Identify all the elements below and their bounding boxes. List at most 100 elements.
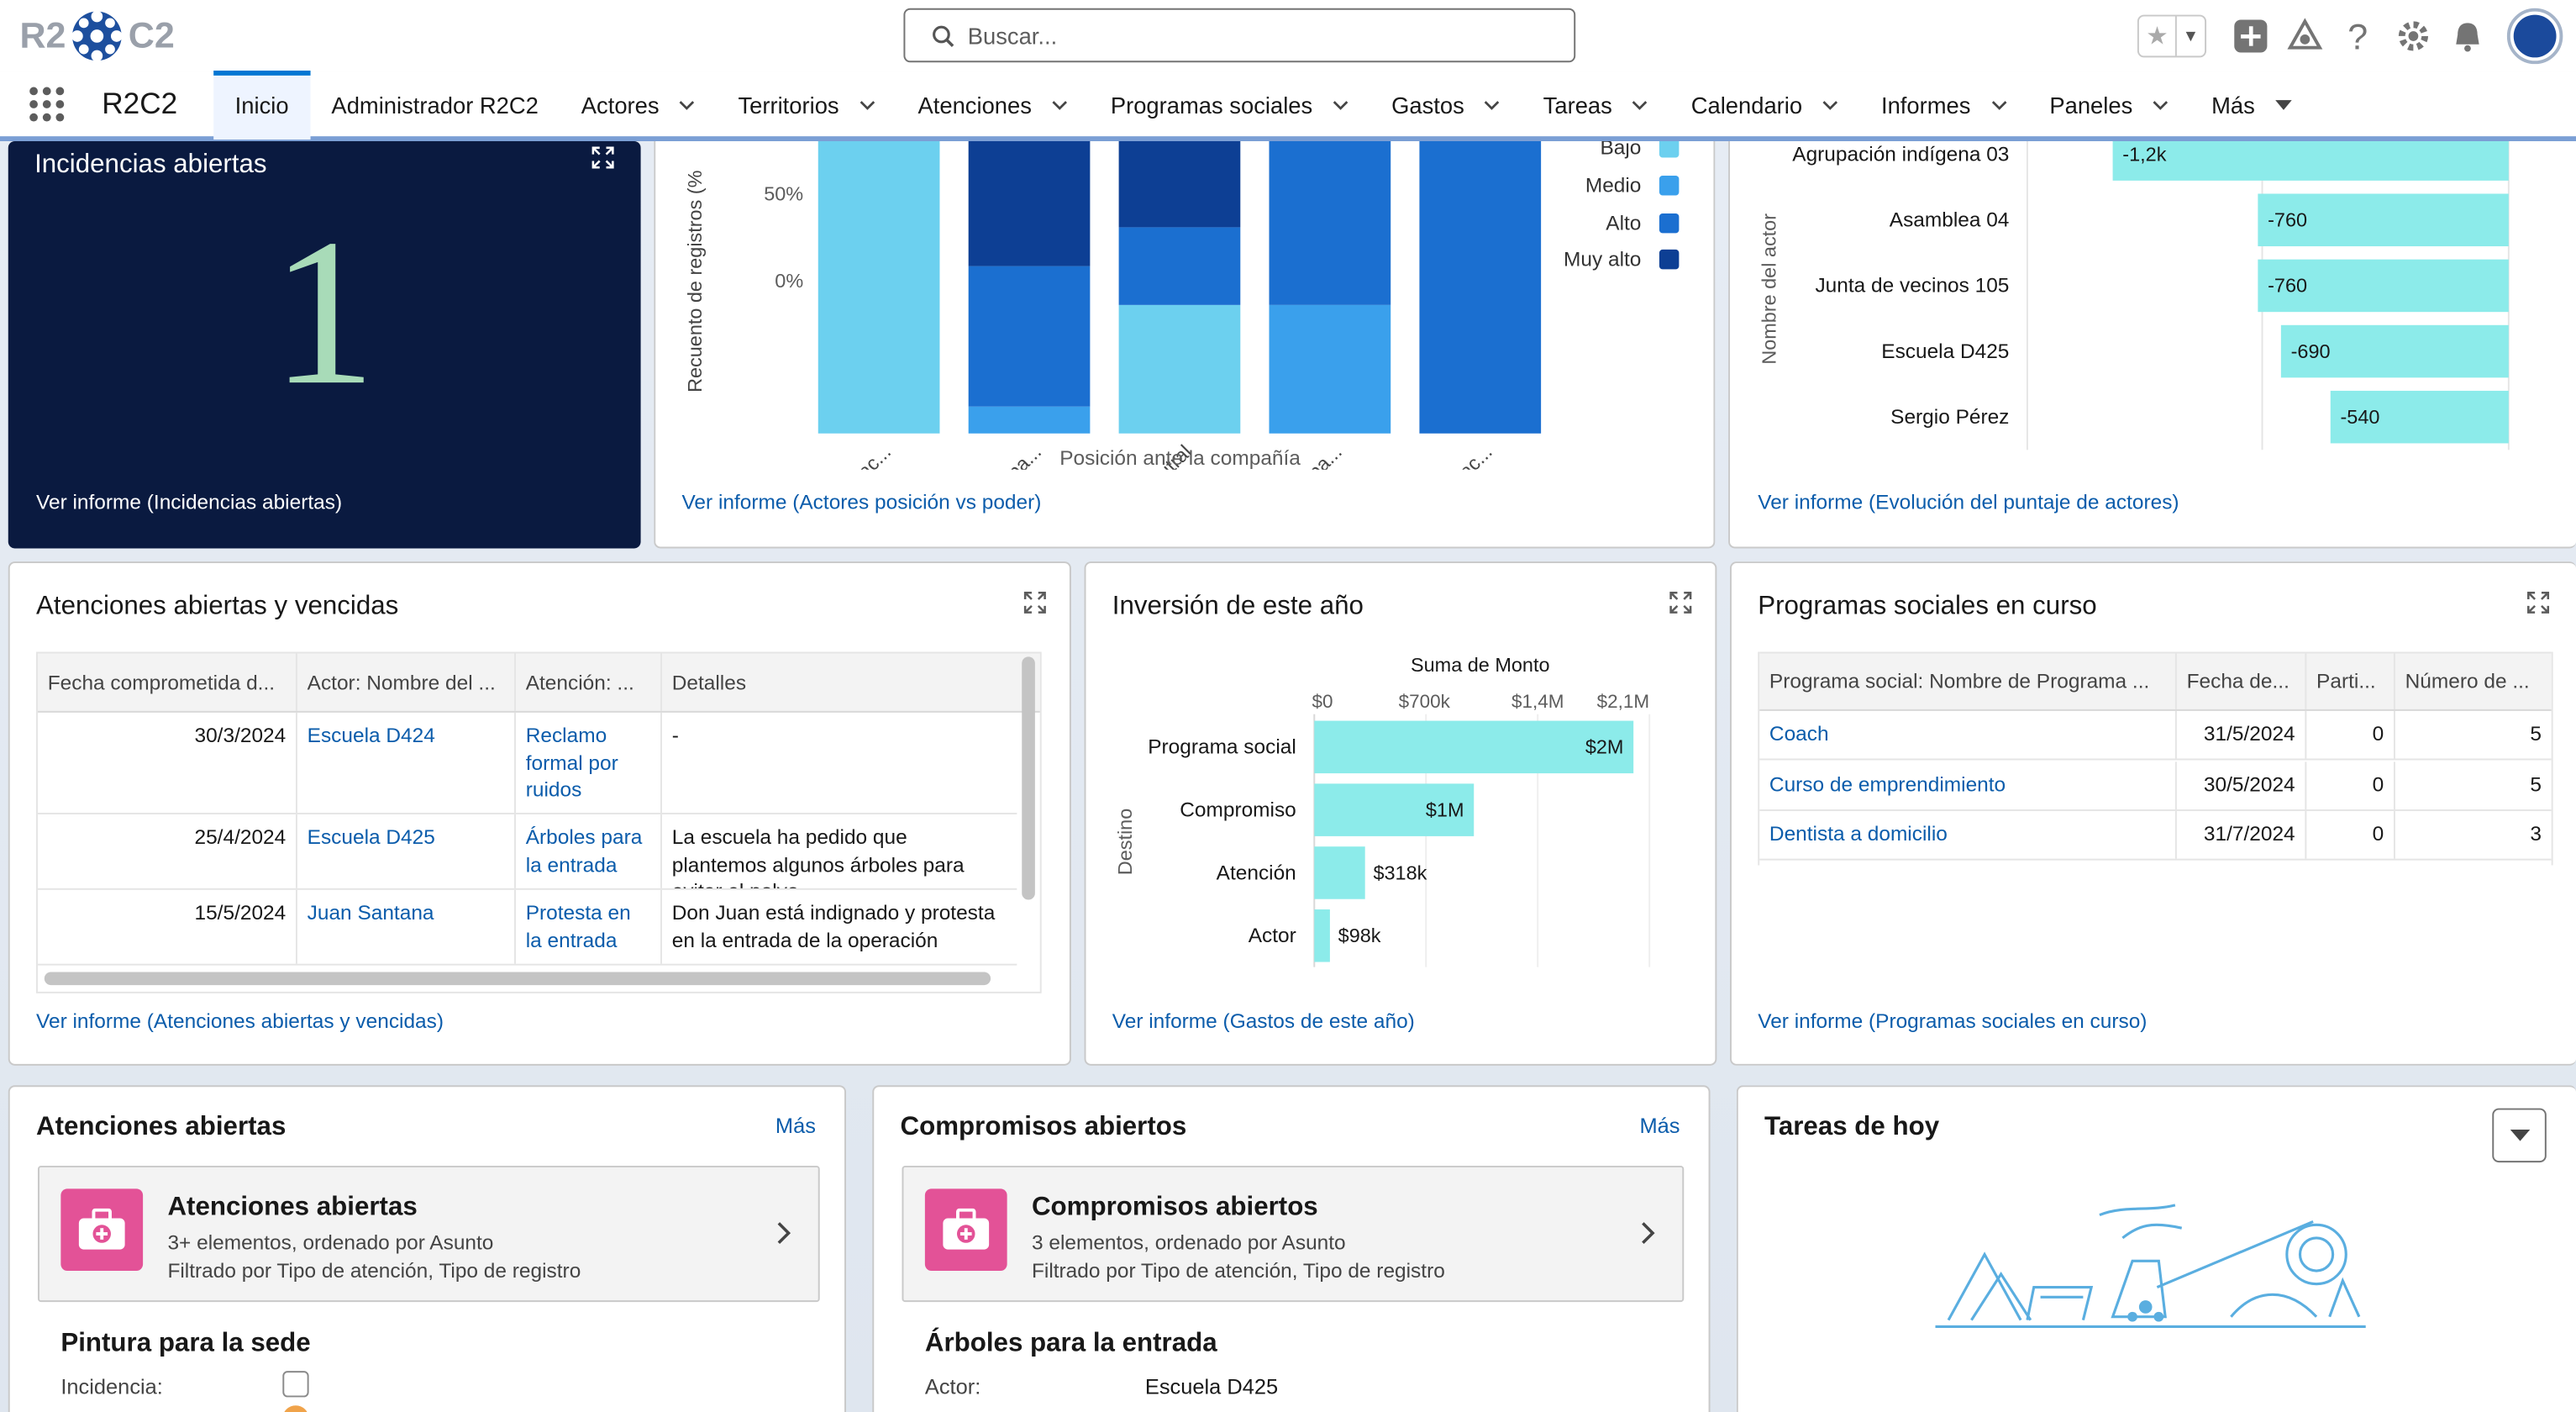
cell-numero: 5 <box>2530 773 2542 797</box>
chevron-down-icon[interactable] <box>1484 96 1501 113</box>
column-header[interactable]: Fecha comprometida d... <box>38 653 297 711</box>
vertical-scrollbar[interactable] <box>1022 656 1035 900</box>
nav-tab-atenciones[interactable]: Atenciones <box>896 70 1089 139</box>
view-report-link[interactable]: Ver informe (Actores posición vs poder) <box>681 491 1042 514</box>
cell-programa-link[interactable]: Dentista a domicilio <box>1759 811 2177 859</box>
more-link[interactable]: Más <box>1639 1113 1680 1138</box>
bar-segment[interactable] <box>1118 227 1241 305</box>
nav-tab-administrador[interactable]: Administrador R2C2 <box>310 70 560 139</box>
column-header[interactable]: Actor: Nombre del ... <box>297 653 516 711</box>
app-launcher-icon[interactable] <box>29 86 66 123</box>
cell-actor-link[interactable]: Escuela D424 <box>297 712 516 813</box>
bar[interactable] <box>2330 390 2509 444</box>
chevron-down-icon[interactable] <box>2153 96 2169 113</box>
report-table: Programa social: Nombre de Programa ... … <box>1758 651 2553 866</box>
view-report-link[interactable]: Ver informe (Programas sociales en curso… <box>1758 1009 2148 1033</box>
column-header[interactable]: Parti... <box>2306 653 2395 709</box>
nav-tab-mas[interactable]: Más <box>2190 70 2313 139</box>
trailhead-icon[interactable] <box>2277 9 2332 63</box>
chevron-down-icon[interactable] <box>859 96 875 113</box>
expand-icon[interactable] <box>1669 591 1692 614</box>
expand-icon[interactable] <box>1023 591 1046 614</box>
list-view-summary[interactable]: Compromisos abiertos 3 elementos, ordena… <box>902 1165 1685 1303</box>
incidencia-checkbox[interactable] <box>282 1371 309 1398</box>
record-title[interactable]: Árboles para la entrada <box>924 1330 1217 1358</box>
user-avatar[interactable] <box>2506 8 2563 65</box>
bar-segment[interactable] <box>968 141 1091 266</box>
cell-programa-link[interactable]: Curso de emprendimiento <box>1759 761 2177 810</box>
chevron-down-icon[interactable] <box>679 96 696 113</box>
chevron-down-icon[interactable] <box>1051 96 1068 113</box>
cell-programa-link[interactable]: Coach <box>1759 710 2177 759</box>
bar-segment[interactable] <box>1269 141 1391 305</box>
nav-tab-calendario[interactable]: Calendario <box>1669 70 1859 139</box>
column-header[interactable]: Detalles <box>671 671 747 694</box>
cell-atencion-link[interactable]: Reclamo formal por ruidos <box>516 712 663 813</box>
bar-segment[interactable] <box>1269 304 1391 434</box>
chevron-right-icon[interactable] <box>775 1220 792 1246</box>
bar[interactable] <box>2112 141 2509 181</box>
global-search-input[interactable]: Buscar... <box>903 8 1576 63</box>
legend-swatch <box>1659 249 1680 270</box>
cell-actor-link[interactable]: Escuela D425 <box>297 814 516 888</box>
favorites-dropdown-icon[interactable]: ▼ <box>2174 16 2205 56</box>
nav-tab-territorios[interactable]: Territorios <box>717 70 896 139</box>
favorites-group[interactable]: ★ ▼ <box>2137 14 2207 58</box>
bar-segment[interactable] <box>1419 141 1542 434</box>
nav-tab-inicio[interactable]: Inicio <box>213 70 311 140</box>
record-title[interactable]: Pintura para la sede <box>60 1330 311 1358</box>
bar[interactable] <box>2258 259 2509 313</box>
column-header[interactable]: Atención: ... <box>516 653 663 711</box>
bar-segment[interactable] <box>968 406 1091 434</box>
nav-tab-programas-sociales[interactable]: Programas sociales <box>1089 70 1369 139</box>
favorite-star-icon[interactable]: ★ <box>2146 23 2169 51</box>
list-view-summary[interactable]: Atenciones abiertas 3+ elementos, ordena… <box>37 1165 820 1303</box>
nav-tab-gastos[interactable]: Gastos <box>1370 70 1522 139</box>
view-report-link[interactable]: Ver informe (Evolución del puntaje de ac… <box>1758 491 2179 514</box>
horizontal-scrollbar[interactable] <box>44 972 991 986</box>
cell-actor-link[interactable]: Juan Santana <box>297 889 516 964</box>
bar[interactable] <box>1314 909 1330 962</box>
view-report-link[interactable]: Ver informe (Atenciones abiertas y venci… <box>36 1009 444 1033</box>
programas-sociales-card: Programas sociales en curso Programa soc… <box>1729 561 2576 1066</box>
help-icon[interactable]: ? <box>2332 9 2386 63</box>
header-actions: ★ ▼ ? <box>2137 3 2563 69</box>
task-filter-dropdown[interactable] <box>2492 1108 2547 1163</box>
bar[interactable] <box>1314 846 1365 899</box>
x-tick-label: $0 <box>1312 691 1333 712</box>
chevron-right-icon[interactable] <box>1639 1220 1656 1246</box>
chevron-down-icon[interactable] <box>1632 96 1648 113</box>
nav-tab-paneles[interactable]: Paneles <box>2028 70 2190 139</box>
app-logo[interactable]: R2 C2 <box>19 7 175 66</box>
cell-atencion-link[interactable]: Árboles para la entrada <box>516 814 663 888</box>
bar[interactable] <box>2258 193 2509 247</box>
column-header[interactable]: Número de ... <box>2405 670 2530 693</box>
bar-segment[interactable] <box>1118 304 1241 434</box>
nav-tab-informes[interactable]: Informes <box>1860 70 2028 139</box>
nav-tab-actores[interactable]: Actores <box>560 70 717 139</box>
report-table: Fecha comprometida d... Actor: Nombre de… <box>36 651 1042 993</box>
more-link[interactable]: Más <box>775 1113 816 1138</box>
bar-segment[interactable] <box>968 266 1091 407</box>
legend-label: Bajo <box>1600 141 1642 160</box>
setup-gear-icon[interactable] <box>2385 9 2440 63</box>
caret-down-icon[interactable] <box>2274 96 2291 113</box>
bar[interactable] <box>1314 720 1634 774</box>
expand-icon[interactable] <box>591 146 614 169</box>
column-header[interactable]: Fecha de... <box>2177 653 2307 709</box>
cell-atencion-link[interactable]: Protesta en la entrada <box>516 889 663 964</box>
chevron-down-icon[interactable] <box>1822 96 1839 113</box>
bar-segment[interactable] <box>1118 141 1241 228</box>
bar-segment[interactable] <box>817 141 940 434</box>
bar[interactable] <box>2280 324 2509 378</box>
view-report-link[interactable]: Ver informe (Gastos de este año) <box>1112 1009 1415 1033</box>
chevron-down-icon[interactable] <box>1333 96 1349 113</box>
column-header[interactable]: Programa social: Nombre de Programa ... <box>1759 653 2177 709</box>
view-report-link[interactable]: Ver informe (Incidencias abiertas) <box>36 491 343 514</box>
nav-tab-tareas[interactable]: Tareas <box>1522 70 1669 139</box>
notification-bell-icon[interactable] <box>2440 9 2495 63</box>
global-add-icon[interactable] <box>2223 9 2278 63</box>
expand-icon[interactable] <box>2526 591 2550 614</box>
bar[interactable] <box>1314 783 1475 836</box>
chevron-down-icon[interactable] <box>1990 96 2007 113</box>
